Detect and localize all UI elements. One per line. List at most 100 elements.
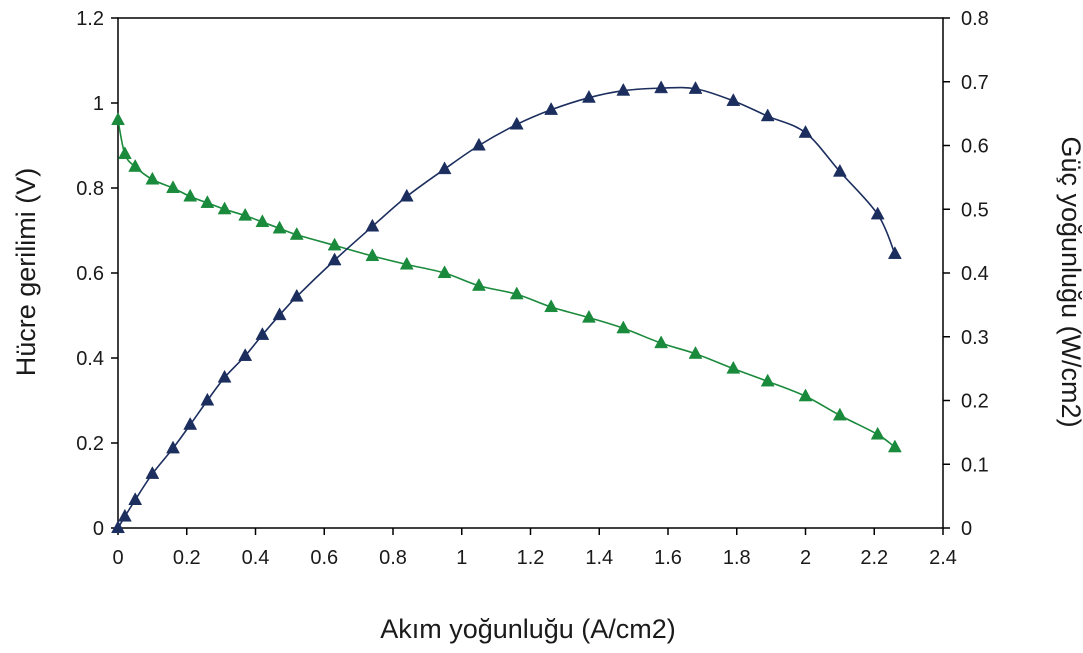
- data-point-marker: [870, 206, 885, 220]
- right-y-tick-label: 0.8: [961, 8, 989, 30]
- data-point-marker: [117, 146, 132, 160]
- data-point-marker: [437, 161, 452, 175]
- x-tick-label: 2.2: [860, 547, 888, 569]
- left-y-tick-label: 1: [93, 93, 104, 115]
- data-point-marker: [117, 508, 132, 522]
- x-axis-ticks: 0 0.2 0.4 0.6 0.8 1 1.2 1.4 1.6 1.8 2 2.2 2.4: [112, 528, 957, 569]
- plot-frame: [117, 17, 944, 529]
- data-point-marker: [509, 286, 524, 300]
- right-y-tick-label: 0.5: [961, 199, 989, 221]
- series-power-density: [111, 80, 902, 534]
- data-point-marker: [654, 335, 669, 349]
- right-y-tick-label: 0.6: [961, 136, 989, 158]
- data-point-marker: [437, 265, 452, 279]
- x-tick-label: 0.8: [379, 547, 407, 569]
- data-point-marker: [472, 137, 486, 151]
- data-point-marker: [111, 112, 125, 126]
- right-y-tick-label: 0: [961, 518, 972, 540]
- data-point-marker: [166, 440, 180, 454]
- data-point-marker: [509, 116, 524, 130]
- left-y-tick-label: 1.2: [76, 8, 104, 30]
- data-point-marker: [128, 492, 143, 505]
- data-point-marker: [128, 159, 143, 172]
- data-point-marker: [327, 237, 342, 251]
- data-point-marker: [272, 307, 287, 321]
- x-tick-label: 1.2: [517, 547, 545, 569]
- data-point-marker: [183, 417, 198, 430]
- right-y-tick-label: 0.2: [961, 391, 989, 413]
- data-point-marker: [582, 89, 596, 103]
- x-tick-label: 1.4: [585, 547, 613, 569]
- data-point-marker: [200, 392, 215, 406]
- x-tick-label: 1.6: [654, 547, 682, 569]
- data-point-marker: [760, 108, 775, 122]
- data-point-marker: [145, 466, 160, 479]
- data-point-marker: [289, 288, 304, 302]
- data-point-marker: [238, 348, 253, 361]
- data-point-marker: [832, 407, 847, 421]
- data-point-marker: [145, 171, 160, 185]
- x-tick-label: 1: [456, 547, 467, 569]
- right-y-tick-label: 0.3: [961, 327, 989, 349]
- data-point-marker: [365, 218, 380, 232]
- data-point-marker: [544, 299, 559, 313]
- data-point-marker: [616, 82, 631, 96]
- data-point-marker: [217, 201, 232, 215]
- data-point-marker: [399, 188, 414, 202]
- series-layer: [111, 80, 902, 534]
- data-point-marker: [616, 320, 631, 334]
- left-y-tick-label: 0.4: [76, 348, 104, 370]
- data-point-marker: [272, 220, 287, 234]
- plot-area-border: [117, 17, 944, 529]
- data-point-marker: [798, 125, 813, 138]
- right-y-tick-label: 0.1: [961, 454, 989, 476]
- data-point-marker: [200, 195, 215, 208]
- right-y-axis-title: Güç yoğunluğu (W/cm2): [1056, 136, 1083, 427]
- data-point-marker: [654, 80, 669, 94]
- left-y-tick-label: 0.8: [76, 178, 104, 200]
- data-point-marker: [832, 163, 847, 177]
- data-point-marker: [327, 252, 342, 266]
- data-point-marker: [887, 439, 902, 453]
- data-point-marker: [183, 188, 198, 202]
- right-y-tick-label: 0.7: [961, 72, 989, 94]
- right-y-axis-ticks: 0 0.1 0.2 0.3 0.4 0.5 0.6 0.7 0.8: [943, 8, 989, 540]
- series-cell-voltage: [111, 112, 902, 453]
- left-y-tick-label: 0.6: [76, 263, 104, 285]
- x-tick-label: 2.4: [929, 547, 957, 569]
- left-y-tick-label: 0: [93, 518, 104, 540]
- x-tick-label: 1.8: [723, 547, 751, 569]
- data-point-marker: [726, 360, 741, 374]
- data-point-marker: [217, 369, 232, 383]
- data-point-marker: [111, 520, 125, 534]
- data-point-marker: [544, 102, 559, 115]
- x-tick-label: 0.4: [242, 547, 270, 569]
- data-point-marker: [365, 248, 380, 262]
- series-line: [117, 119, 896, 448]
- data-point-marker: [472, 278, 486, 291]
- data-point-marker: [887, 246, 902, 259]
- data-point-marker: [238, 207, 253, 221]
- x-tick-label: 2: [800, 547, 811, 569]
- data-point-marker: [688, 346, 703, 359]
- x-axis-title: Akım yoğunluğu (A/cm2): [380, 614, 676, 644]
- series-line: [117, 86, 896, 529]
- data-point-marker: [870, 426, 885, 440]
- left-y-axis-ticks: 0 0.2 0.4 0.6 0.8 1 1.2: [76, 8, 118, 540]
- data-point-marker: [582, 309, 596, 323]
- data-point-marker: [399, 256, 414, 270]
- data-point-marker: [760, 373, 775, 387]
- data-point-marker: [798, 388, 813, 402]
- x-tick-label: 0: [112, 547, 123, 569]
- right-y-tick-label: 0.4: [961, 263, 989, 285]
- left-y-axis-title: Hücre gerilimi (V): [11, 168, 41, 377]
- data-point-marker: [255, 214, 270, 228]
- x-tick-label: 0.2: [173, 547, 201, 569]
- data-point-marker: [289, 227, 304, 240]
- left-y-tick-label: 0.2: [76, 433, 104, 455]
- data-point-marker: [166, 180, 180, 194]
- data-point-marker: [688, 81, 703, 94]
- data-point-marker: [255, 327, 270, 340]
- data-point-marker: [726, 93, 741, 106]
